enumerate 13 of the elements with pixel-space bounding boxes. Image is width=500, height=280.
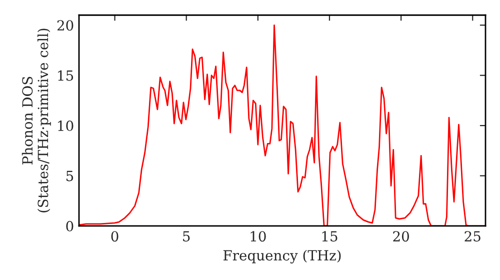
x-tick-label: 5	[183, 231, 190, 242]
y-tick-label: 5	[66, 170, 74, 182]
y-tick-label: 10	[58, 120, 74, 132]
x-tick-label: 0	[111, 231, 118, 242]
x-tick-label: 10	[250, 231, 266, 242]
y-tick-label: 0	[66, 220, 74, 232]
y-tick-label: 20	[57, 20, 74, 31]
x-axis-title: Frequency (THz)	[223, 250, 341, 264]
x-tick-label: 25	[464, 231, 480, 242]
y-axis-title: Phonon DOS (States/THz·primitive cell)	[22, 28, 51, 212]
y-tick-label: 15	[58, 70, 74, 81]
x-tick-label: 20	[393, 231, 409, 242]
x-tick-label: 15	[322, 231, 338, 242]
